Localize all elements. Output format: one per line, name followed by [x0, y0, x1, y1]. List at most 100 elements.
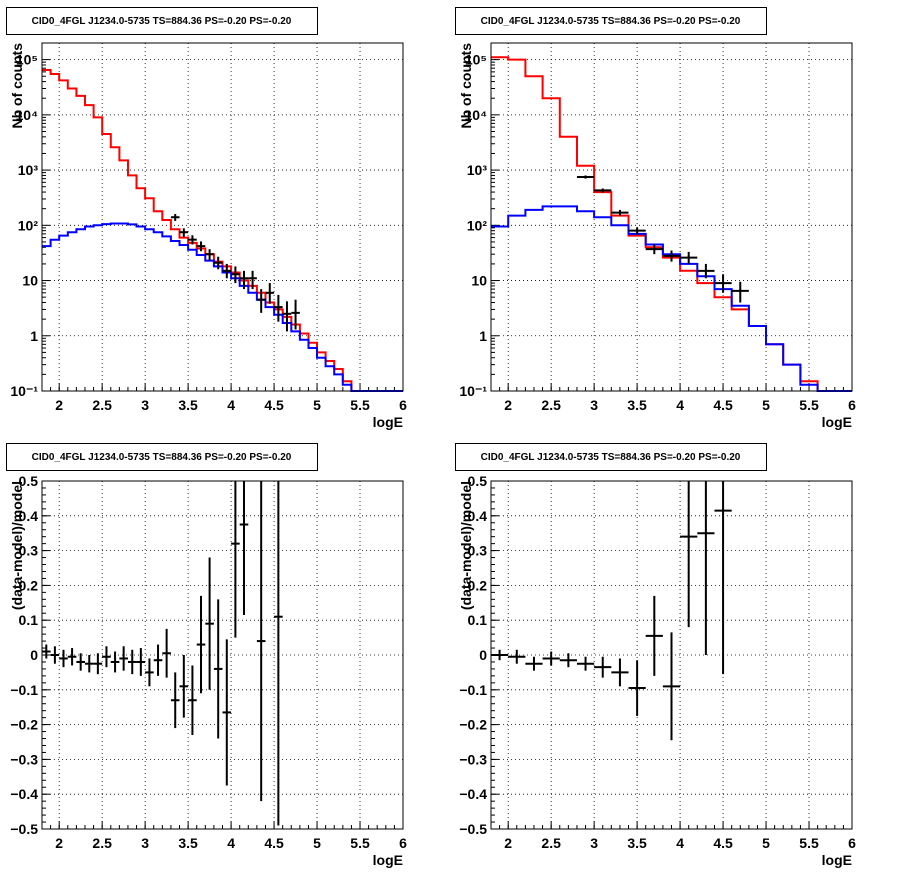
y-tick-label: 10⁻¹ [459, 383, 487, 399]
plot-data [491, 481, 732, 741]
x-tick-label: 5 [313, 835, 321, 851]
residual-point [697, 481, 715, 655]
residual-point [239, 481, 249, 615]
y-tick-label: −0.3 [10, 751, 38, 767]
y-tick-label: −0.1 [459, 682, 487, 698]
axis-ticks: 2 2.5 3 3.5 4 4.5 5 5.5 6 −0.5 −0.4 −0.3 −0.2 −0.1 0 0.… [459, 473, 856, 851]
y-tick-label: 10⁻¹ [10, 383, 38, 399]
chart-title: CID0_4FGL J1234.0-5735 TS=884.36 PS=-0.2… [32, 16, 292, 27]
y-tick-label: −0.4 [10, 786, 38, 802]
residual-point [102, 646, 111, 668]
chart-title-box: CID0_4FGL J1234.0-5735 TS=884.36 PS=-0.2… [6, 443, 318, 471]
chart-panel-4: CID0_4FGL J1234.0-5735 TS=884.36 PS=-0.2… [455, 443, 856, 868]
x-tick-label: 5 [313, 397, 321, 413]
y-tick-label: 10³ [467, 162, 488, 178]
y-axis-label: (data-model)/model [9, 481, 25, 610]
data-point [222, 263, 232, 279]
residual-point [491, 649, 509, 661]
residual-point [76, 653, 85, 671]
x-axis-label: logE [822, 852, 852, 868]
data-point [274, 294, 283, 322]
x-tick-label: 2 [55, 835, 63, 851]
y-tick-label: 10⁵ [465, 52, 487, 68]
residual-point [231, 481, 240, 638]
x-tick-label: 3 [141, 397, 149, 413]
y-tick-label: 0.1 [19, 612, 39, 628]
x-tick-label: 3 [590, 835, 598, 851]
y-tick-label: 10² [467, 217, 488, 233]
chart-panel-3: CID0_4FGL J1234.0-5735 TS=884.36 PS=-0.2… [6, 443, 407, 868]
residual-point [119, 646, 128, 671]
x-tick-label: 6 [399, 397, 407, 413]
residual-point [213, 599, 223, 739]
residual-point [196, 595, 206, 694]
plot-data [491, 56, 852, 392]
residual-point [50, 646, 60, 664]
residual-point [127, 649, 137, 675]
y-tick-label: −0.5 [459, 821, 487, 837]
x-tick-label: 2.5 [541, 397, 561, 413]
data-point [265, 283, 275, 304]
residual-point [205, 557, 214, 690]
x-tick-label: 5.5 [350, 397, 370, 413]
residual-point [542, 651, 560, 666]
residual-point [680, 481, 698, 628]
title-box-frame [455, 7, 767, 35]
x-tick-label: 2 [55, 397, 63, 413]
x-tick-label: 4 [676, 835, 684, 851]
y-axis-label: Nb of counts [458, 43, 474, 129]
residual-point [628, 660, 646, 716]
data-point [213, 256, 223, 270]
chart-panel-1: CID0_4FGL J1234.0-5735 TS=884.36 PS=-0.2… [6, 7, 407, 430]
chart-title-box: CID0_4FGL J1234.0-5735 TS=884.36 PS=-0.2… [6, 7, 318, 35]
residual-point [559, 653, 577, 668]
source-model-histogram [42, 222, 403, 392]
residual-point [136, 648, 146, 676]
data-point [282, 301, 292, 332]
data-point [256, 289, 266, 313]
residual-point [93, 653, 103, 675]
residual-point [576, 656, 595, 671]
x-axis-label: logE [822, 414, 852, 430]
x-tick-label: 3.5 [178, 397, 198, 413]
x-tick-label: 2.5 [92, 835, 112, 851]
chart-title: CID0_4FGL J1234.0-5735 TS=884.36 PS=-0.2… [481, 452, 741, 463]
x-tick-label: 2 [504, 835, 512, 851]
total-model-histogram [42, 69, 403, 392]
y-tick-label: 0.1 [468, 612, 488, 628]
chart-title: CID0_4FGL J1234.0-5735 TS=884.36 PS=-0.2… [481, 16, 741, 27]
residual-point [110, 651, 120, 673]
data-point [576, 175, 595, 179]
data-point [248, 270, 257, 290]
data-point [714, 274, 732, 293]
x-tick-label: 2.5 [92, 397, 112, 413]
residual-point [274, 481, 283, 826]
x-tick-label: 6 [848, 397, 856, 413]
y-tick-label: 0.3 [468, 543, 488, 559]
axis-ticks: 2 2.5 3 3.5 4 4.5 5 5.5 6 −0.5 −0.4 −0.3 −0.2 −0.1 0 0.… [10, 473, 407, 851]
y-tick-label: 0 [30, 647, 38, 663]
y-tick-label: 0.3 [19, 543, 39, 559]
chart-panel-2: CID0_4FGL J1234.0-5735 TS=884.36 PS=-0.2… [455, 7, 856, 430]
y-tick-label: −0.2 [459, 717, 487, 733]
x-tick-label: 4.5 [264, 835, 284, 851]
y-tick-label: 0.2 [19, 577, 39, 593]
residual-point [222, 639, 232, 786]
plot-frame [490, 480, 853, 830]
y-tick-label: 10² [18, 217, 39, 233]
data-point [697, 263, 715, 279]
y-tick-label: 1 [30, 328, 38, 344]
x-tick-label: 4.5 [713, 835, 733, 851]
x-tick-label: 3.5 [627, 835, 647, 851]
title-box-frame [6, 7, 318, 35]
x-tick-label: 3 [141, 835, 149, 851]
grid [42, 43, 404, 392]
plot-data [42, 481, 283, 826]
x-tick-label: 5.5 [350, 835, 370, 851]
residual-point [188, 665, 197, 736]
chart-title-box: CID0_4FGL J1234.0-5735 TS=884.36 PS=-0.2… [455, 443, 767, 471]
x-tick-label: 3.5 [627, 397, 647, 413]
y-tick-label: 0 [479, 647, 487, 663]
grid [42, 480, 404, 830]
residual-point [84, 655, 94, 673]
